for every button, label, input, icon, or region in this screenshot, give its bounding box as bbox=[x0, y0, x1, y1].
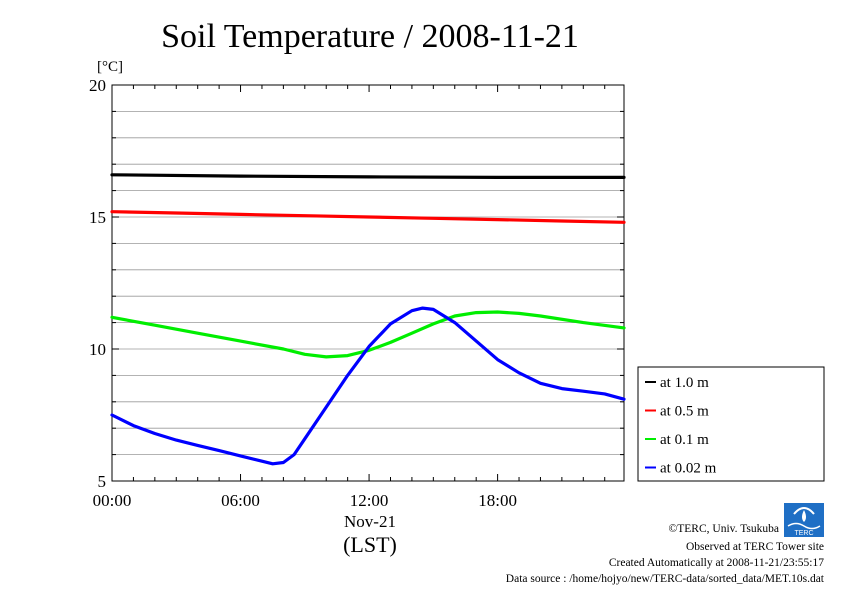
y-unit-label: [°C] bbox=[97, 59, 123, 75]
x-tick-label: 00:00 bbox=[93, 491, 132, 510]
footer-site: Observed at TERC Tower site bbox=[686, 541, 824, 553]
legend: at 1.0 m at 0.5 m at 0.1 m at 0.02 m bbox=[645, 375, 717, 477]
grid-lines bbox=[112, 111, 624, 456]
y-tick-label: 10 bbox=[89, 340, 106, 359]
legend-label: at 1.0 m bbox=[660, 375, 709, 391]
series-line-at-1-0-m bbox=[110, 173, 626, 179]
x-axis: 00:00 06:00 12:00 18:00 bbox=[93, 85, 606, 510]
chart-title: Soil Temperature / 2008-11-21 bbox=[161, 18, 579, 55]
footer-source: Data source : /home/hojyo/new/TERC-data/… bbox=[506, 573, 825, 585]
series-line-at-0-1-m bbox=[110, 310, 626, 359]
x-tick-label: 06:00 bbox=[221, 491, 260, 510]
legend-label: at 0.1 m bbox=[660, 432, 709, 448]
legend-label: at 0.02 m bbox=[660, 461, 717, 477]
legend-label: at 0.5 m bbox=[660, 404, 709, 420]
y-axis: 5 10 15 20 bbox=[89, 76, 624, 491]
legend-box bbox=[637, 366, 825, 482]
x-axis-label: (LST) bbox=[343, 532, 397, 557]
footer-created: Created Automatically at 2008-11-21/23:5… bbox=[609, 557, 824, 569]
series-lines bbox=[110, 173, 626, 466]
logo-text: TERC bbox=[794, 530, 813, 537]
x-tick-label: 18:00 bbox=[478, 491, 517, 510]
y-tick-label: 20 bbox=[89, 76, 106, 95]
x-date-label: Nov-21 bbox=[344, 512, 396, 531]
series-line-at-0-5-m bbox=[110, 210, 626, 224]
series-line-at-0-02-m bbox=[110, 306, 626, 466]
footer-copyright: ©TERC, Univ. Tsukuba bbox=[669, 523, 779, 535]
plot-area bbox=[111, 84, 625, 482]
x-tick-label: 12:00 bbox=[350, 491, 389, 510]
y-tick-label: 5 bbox=[98, 472, 107, 491]
y-tick-label: 15 bbox=[89, 208, 106, 227]
terc-logo: TERC bbox=[784, 503, 824, 537]
